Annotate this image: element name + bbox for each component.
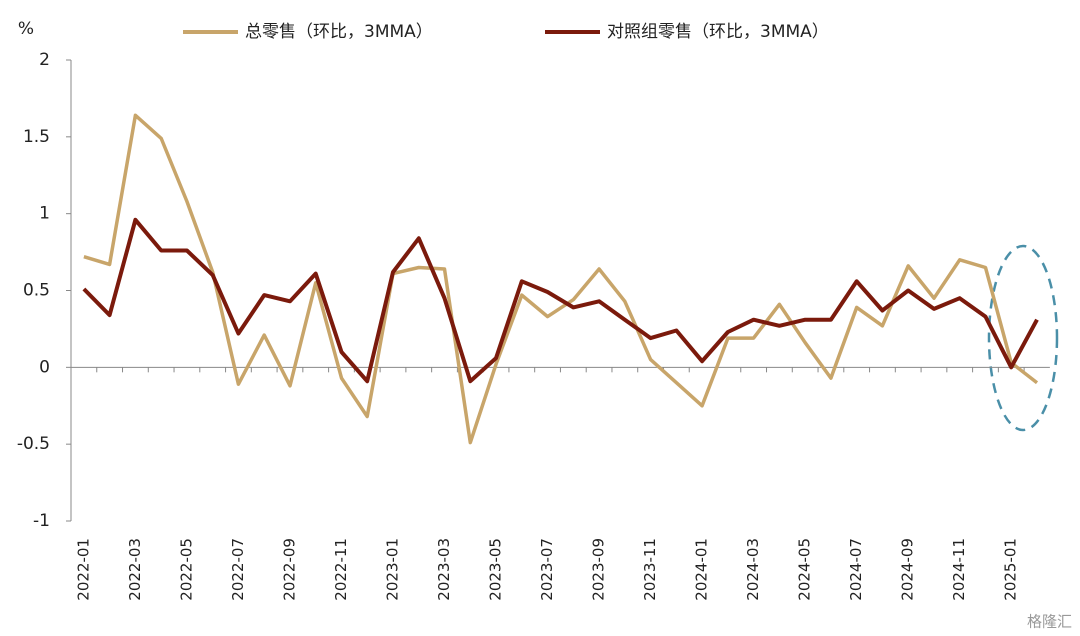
y-tick-label: 0 bbox=[39, 357, 50, 377]
x-tick-label: 2025-01 bbox=[1002, 538, 1020, 601]
x-tick-label: 2023-05 bbox=[487, 538, 505, 601]
x-tick-label: 2023-07 bbox=[538, 538, 556, 601]
x-tick-label: 2022-11 bbox=[332, 538, 350, 601]
x-tick-label: 2023-09 bbox=[590, 538, 608, 601]
x-tick-label: 2024-03 bbox=[744, 538, 762, 601]
x-tick-label: 2024-07 bbox=[847, 538, 865, 601]
y-tick-label: 1 bbox=[39, 204, 50, 224]
x-tick-label: 2022-01 bbox=[74, 538, 92, 601]
series-line bbox=[82, 217, 1039, 384]
series-line bbox=[83, 113, 1039, 445]
x-tick-label: 2023-01 bbox=[384, 538, 402, 601]
x-tick-label: 2024-11 bbox=[950, 538, 968, 601]
x-tick-label: 2022-03 bbox=[126, 538, 144, 601]
x-tick-label: 2022-07 bbox=[229, 538, 247, 601]
y-tick-label: -1 bbox=[33, 511, 50, 531]
y-tick-label: 2 bbox=[39, 50, 50, 70]
x-tick-label: 2023-11 bbox=[641, 538, 659, 601]
y-tick-label: -0.5 bbox=[17, 434, 50, 454]
y-tick-label: 0.5 bbox=[23, 281, 50, 301]
x-tick-label: 2022-09 bbox=[280, 538, 298, 601]
x-tick-label: 2024-01 bbox=[693, 538, 711, 601]
x-tick-label: 2024-09 bbox=[899, 538, 917, 601]
y-axis-label: % bbox=[18, 19, 34, 39]
legend-label: 总零售（环比，3MMA） bbox=[245, 22, 433, 42]
y-tick-label: 1.5 bbox=[23, 127, 50, 147]
legend-label: 对照组零售（环比，3MMA） bbox=[607, 22, 829, 42]
highlight-ellipse bbox=[987, 244, 1059, 432]
x-tick-label: 2022-05 bbox=[177, 538, 195, 601]
x-tick-label: 2023-03 bbox=[435, 538, 453, 601]
x-tick-label: 2024-05 bbox=[796, 538, 814, 601]
watermark: 格隆汇 bbox=[1027, 613, 1072, 631]
